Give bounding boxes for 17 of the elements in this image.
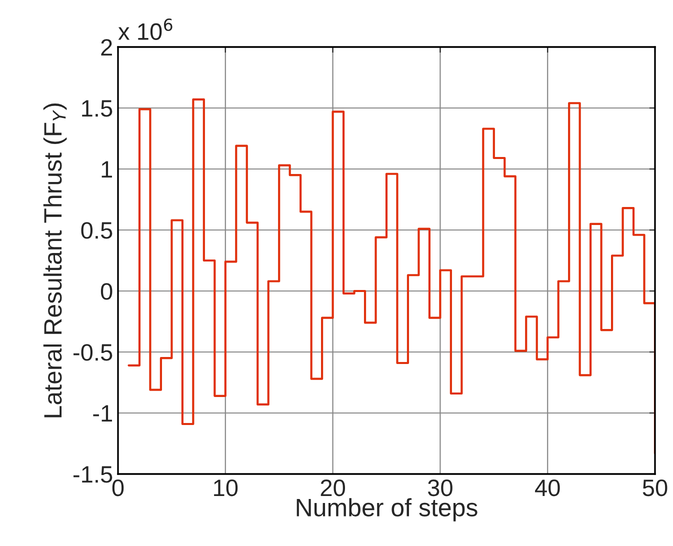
x-axis-title: Number of steps xyxy=(296,498,478,522)
y-tick-label: 2 xyxy=(101,39,112,56)
y-axis-title: Lateral Resultant Thrust (F$_{Y}$) xyxy=(43,104,67,418)
y-tick-label: 0 xyxy=(100,283,112,300)
x-tick-label: 40 xyxy=(535,479,560,496)
y-tick-label: 1.5 xyxy=(82,100,112,117)
x-tick-label: 30 xyxy=(428,479,452,496)
y-tick-label: -1 xyxy=(93,405,112,422)
x-tick-label: 50 xyxy=(642,479,668,496)
y-tick-label: 0.5 xyxy=(81,222,112,239)
y-tick-label: 1 xyxy=(102,161,112,178)
x-tick-label: 10 xyxy=(214,479,238,496)
text: x 10$^{6}$ xyxy=(118,18,172,40)
y-tick-label: -1.5 xyxy=(74,466,112,483)
y-tick-label: -0.5 xyxy=(74,344,112,361)
x-tick-label: 20 xyxy=(320,479,346,496)
x-tick-label: 0 xyxy=(112,479,124,496)
